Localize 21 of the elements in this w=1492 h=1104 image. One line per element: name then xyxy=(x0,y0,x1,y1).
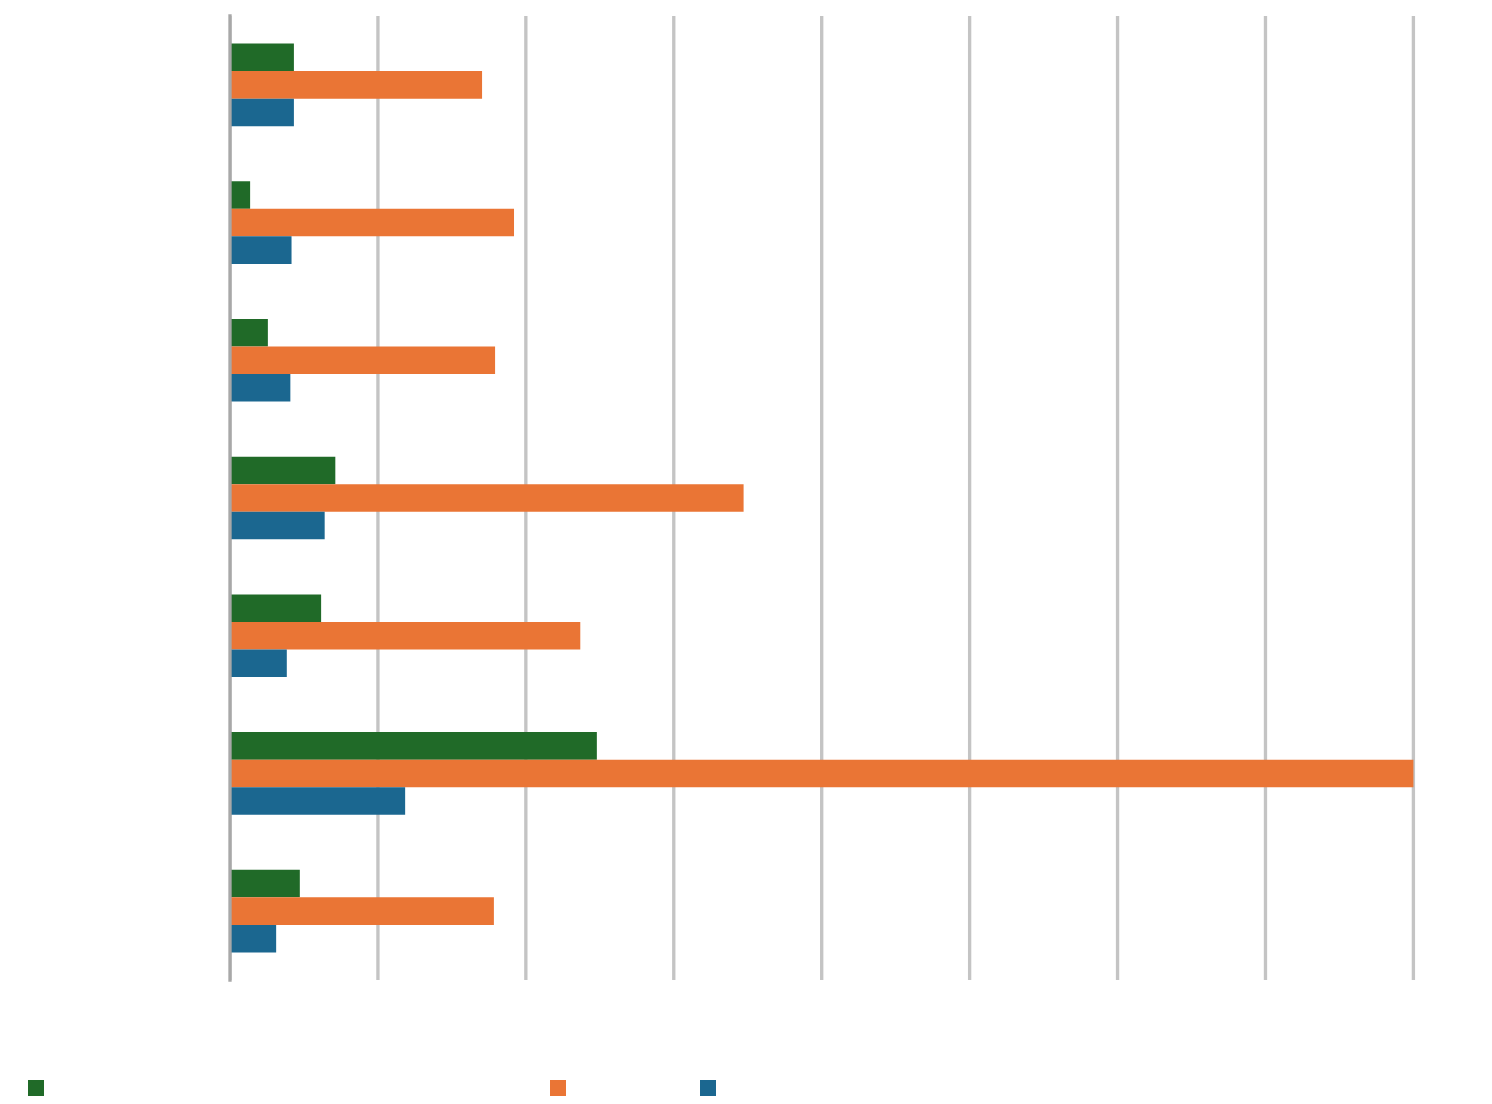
bar xyxy=(230,374,291,402)
bar xyxy=(230,511,325,540)
bar xyxy=(230,897,494,925)
bar xyxy=(230,318,268,347)
bar xyxy=(230,924,277,953)
bar xyxy=(230,43,294,72)
bar xyxy=(230,181,251,209)
bar xyxy=(230,869,300,898)
bar xyxy=(230,621,581,650)
bar xyxy=(230,71,483,99)
bar xyxy=(230,346,496,375)
bar xyxy=(230,594,322,622)
bar xyxy=(230,484,744,512)
bar xyxy=(230,732,597,760)
bar xyxy=(230,649,287,678)
bar xyxy=(230,236,292,264)
bar xyxy=(230,98,294,127)
bar xyxy=(230,208,515,237)
bar xyxy=(230,787,406,815)
bar xyxy=(230,759,1414,788)
bar xyxy=(230,456,336,485)
